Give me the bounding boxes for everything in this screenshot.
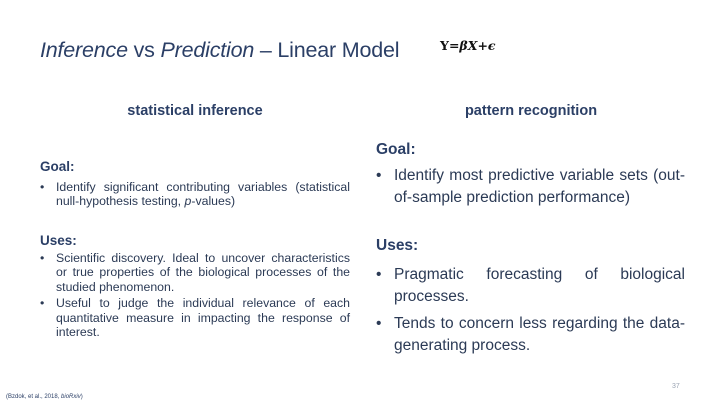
formula-equals: =	[448, 38, 460, 53]
right-goal-label: Goal:	[376, 141, 416, 158]
slide-title: Inference vs Prediction – Linear Model	[40, 38, 400, 63]
formula-x: X	[467, 38, 478, 53]
right-column-heading: pattern recognition	[464, 103, 598, 119]
right-uses-label: Uses:	[376, 237, 419, 254]
right-uses-list: Pragmatic forecasting of biological proc…	[376, 264, 685, 356]
right-goal-list: Identify most predictive variable sets (…	[376, 165, 685, 208]
title-prediction: Prediction	[160, 38, 255, 62]
page-number: 37	[672, 383, 680, 390]
formula-plus: +	[477, 38, 488, 53]
list-item: Useful to judge the individual relevance…	[40, 296, 350, 339]
formula-epsilon: ϵ	[487, 38, 496, 53]
list-item: Scientific discovery. Ideal to uncover c…	[40, 251, 350, 294]
title-inference: Inference	[40, 38, 128, 62]
left-uses-list: Scientific discovery. Ideal to uncover c…	[40, 251, 350, 339]
left-column-heading: statistical inference	[127, 103, 263, 119]
formula-y: Y	[440, 38, 449, 53]
linear-model-formula: Y=βX+ϵ	[440, 38, 496, 53]
title-vs: vs	[127, 38, 161, 62]
formula-beta: β	[459, 38, 468, 53]
list-item: Identify significant contributing variab…	[40, 180, 350, 209]
left-uses-label: Uses:	[40, 233, 77, 248]
title-linear-model: – Linear Model	[254, 38, 400, 62]
citation: (Bzdok, et al., 2018, bioRxiv)	[6, 394, 83, 400]
list-item: Tends to concern less regarding the data…	[376, 313, 685, 356]
left-goal-list: Identify significant contributing variab…	[40, 180, 350, 209]
list-item: Pragmatic forecasting of biological proc…	[376, 264, 685, 307]
left-goal-label: Goal:	[40, 159, 75, 174]
list-item: Identify most predictive variable sets (…	[376, 165, 685, 208]
